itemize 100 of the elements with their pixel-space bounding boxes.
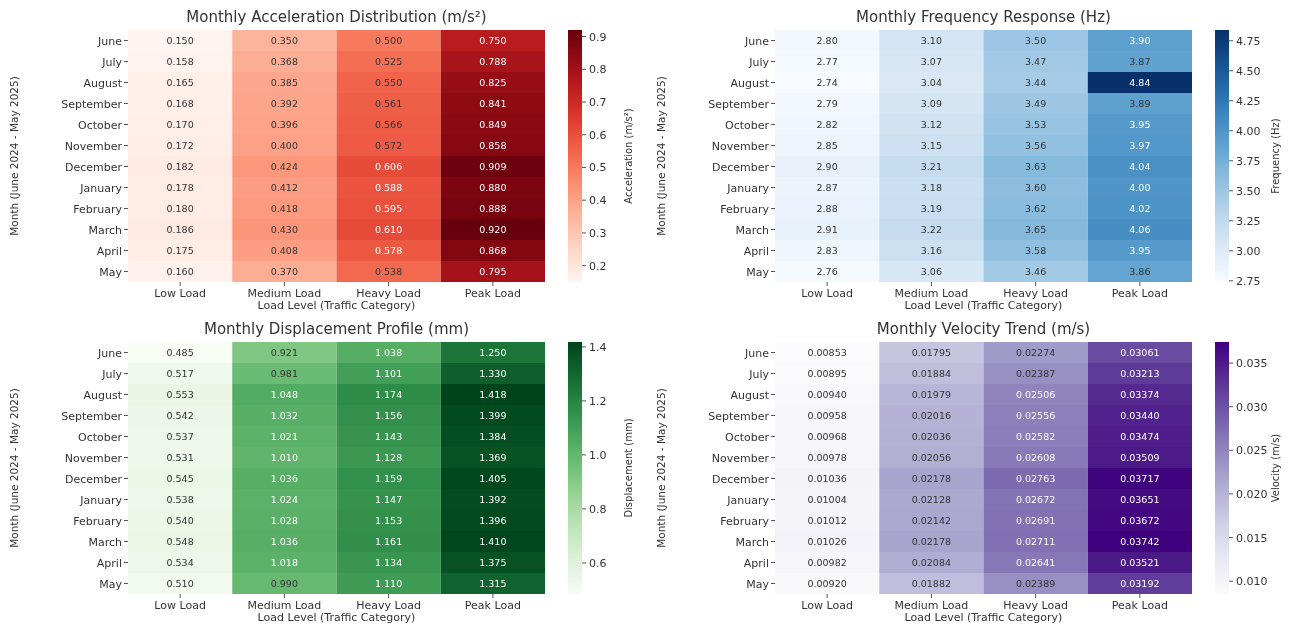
data-label: 0.537 [166,431,194,442]
data-label: 1.021 [270,431,298,442]
data-label: 0.01979 [911,389,952,400]
data-label: 0.02608 [1015,452,1056,463]
data-label: 0.485 [166,347,194,358]
color-bar-label: 0.4 [589,194,607,208]
data-label: 1.134 [375,557,403,568]
data-label: 3.86 [1129,266,1151,277]
data-label: 2.90 [816,161,838,172]
data-label: 3.60 [1025,182,1047,193]
y-tick-label: February [73,514,123,528]
data-label: 0.849 [479,119,507,130]
color-bar-label: 0.025 [1236,444,1268,458]
data-label: 0.02387 [1015,368,1056,379]
data-label: 0.03672 [1120,515,1160,526]
data-label: 3.90 [1129,35,1151,46]
data-label: 0.01884 [911,368,952,379]
data-label: 1.418 [479,389,507,400]
data-label: 0.01012 [807,515,847,526]
color-bar-label: 0.7 [589,96,607,109]
y-tick-label: September [61,409,123,423]
data-label: 0.350 [270,35,298,46]
data-label: 1.147 [375,494,403,505]
data-label: 0.990 [270,578,298,589]
color-bar-label: 4.75 [1236,34,1261,48]
data-label: 0.03192 [1120,578,1160,589]
data-label: 0.02506 [1015,389,1056,400]
y-tick-label: February [720,202,770,216]
data-label: 3.15 [920,140,942,151]
color-bar-title: Acceleration (m/s²) [623,108,634,204]
data-label: 0.534 [166,557,194,568]
y-tick-label: July [748,367,770,381]
data-label: 1.038 [375,347,403,358]
data-label: 0.01882 [911,578,952,589]
color-bar-label: 0.9 [589,30,607,44]
data-label: 0.595 [375,203,403,214]
data-label: 0.578 [375,245,403,256]
y-axis-title: Month (June 2024 - May 2025) [655,388,667,548]
data-label: 0.170 [166,119,194,130]
data-label: 0.00853 [807,347,847,358]
y-tick-label: September [61,97,123,111]
data-label: 2.80 [816,35,838,46]
color-bar-title: Frequency (Hz) [1270,118,1281,194]
data-label: 0.418 [270,203,298,214]
color-bar-label: 4.50 [1236,64,1261,78]
y-tick-label: October [77,430,123,444]
x-tick-label: Peak Load [464,287,521,300]
data-label: 0.158 [166,56,194,67]
data-label: 0.02178 [911,473,952,484]
data-label: 0.150 [166,35,194,46]
data-label: 3.46 [1025,266,1047,277]
data-label: 3.21 [920,161,942,172]
y-tick-label: February [720,514,770,528]
data-label: 0.03521 [1120,557,1160,568]
data-label: 3.63 [1025,161,1047,172]
x-tick-label: Low Load [801,599,853,612]
data-label: 0.610 [375,224,403,235]
y-tick-label: March [735,535,770,549]
data-label: 3.62 [1025,203,1047,214]
data-label: 0.841 [479,98,507,109]
data-label: 0.500 [375,35,403,46]
data-label: 3.95 [1129,119,1151,130]
data-label: 0.424 [270,161,298,172]
data-label: 2.83 [816,245,838,256]
y-tick-label: September [708,97,770,111]
data-label: 3.89 [1129,98,1151,109]
data-label: 0.385 [270,77,298,88]
data-label: 0.02711 [1015,536,1056,547]
data-label: 1.024 [270,494,298,505]
y-tick-label: July [101,367,123,381]
data-label: 0.553 [166,389,194,400]
data-label: 0.400 [270,140,298,151]
color-bar-label: 1.2 [589,394,607,408]
y-tick-label: March [735,223,770,237]
data-label: 1.174 [375,389,403,400]
data-label: 0.00920 [807,578,847,589]
color-bar-title: Displacement (mm) [623,418,634,518]
data-label: 0.01004 [807,494,847,505]
data-label: 0.02763 [1015,473,1056,484]
y-tick-label: January [79,181,123,195]
data-label: 1.018 [270,557,298,568]
data-label: 1.028 [270,515,298,526]
color-bar-label: 0.5 [589,161,607,175]
data-label: 3.58 [1025,245,1047,256]
data-label: 0.825 [479,77,507,88]
data-label: 0.368 [270,56,298,67]
y-tick-label: June [744,346,770,360]
data-label: 0.921 [270,347,298,358]
data-label: 2.82 [816,119,838,130]
data-label: 0.00958 [807,410,847,421]
data-label: 2.91 [816,224,838,235]
data-label: 0.03509 [1120,452,1160,463]
data-label: 0.858 [479,140,507,151]
data-label: 3.97 [1129,140,1151,151]
y-tick-label: February [73,202,123,216]
data-label: 0.538 [166,494,194,505]
data-label: 0.02641 [1015,557,1056,568]
y-tick-label: November [711,451,770,465]
x-tick-label: Low Load [154,599,206,612]
data-label: 0.02691 [1015,515,1056,526]
